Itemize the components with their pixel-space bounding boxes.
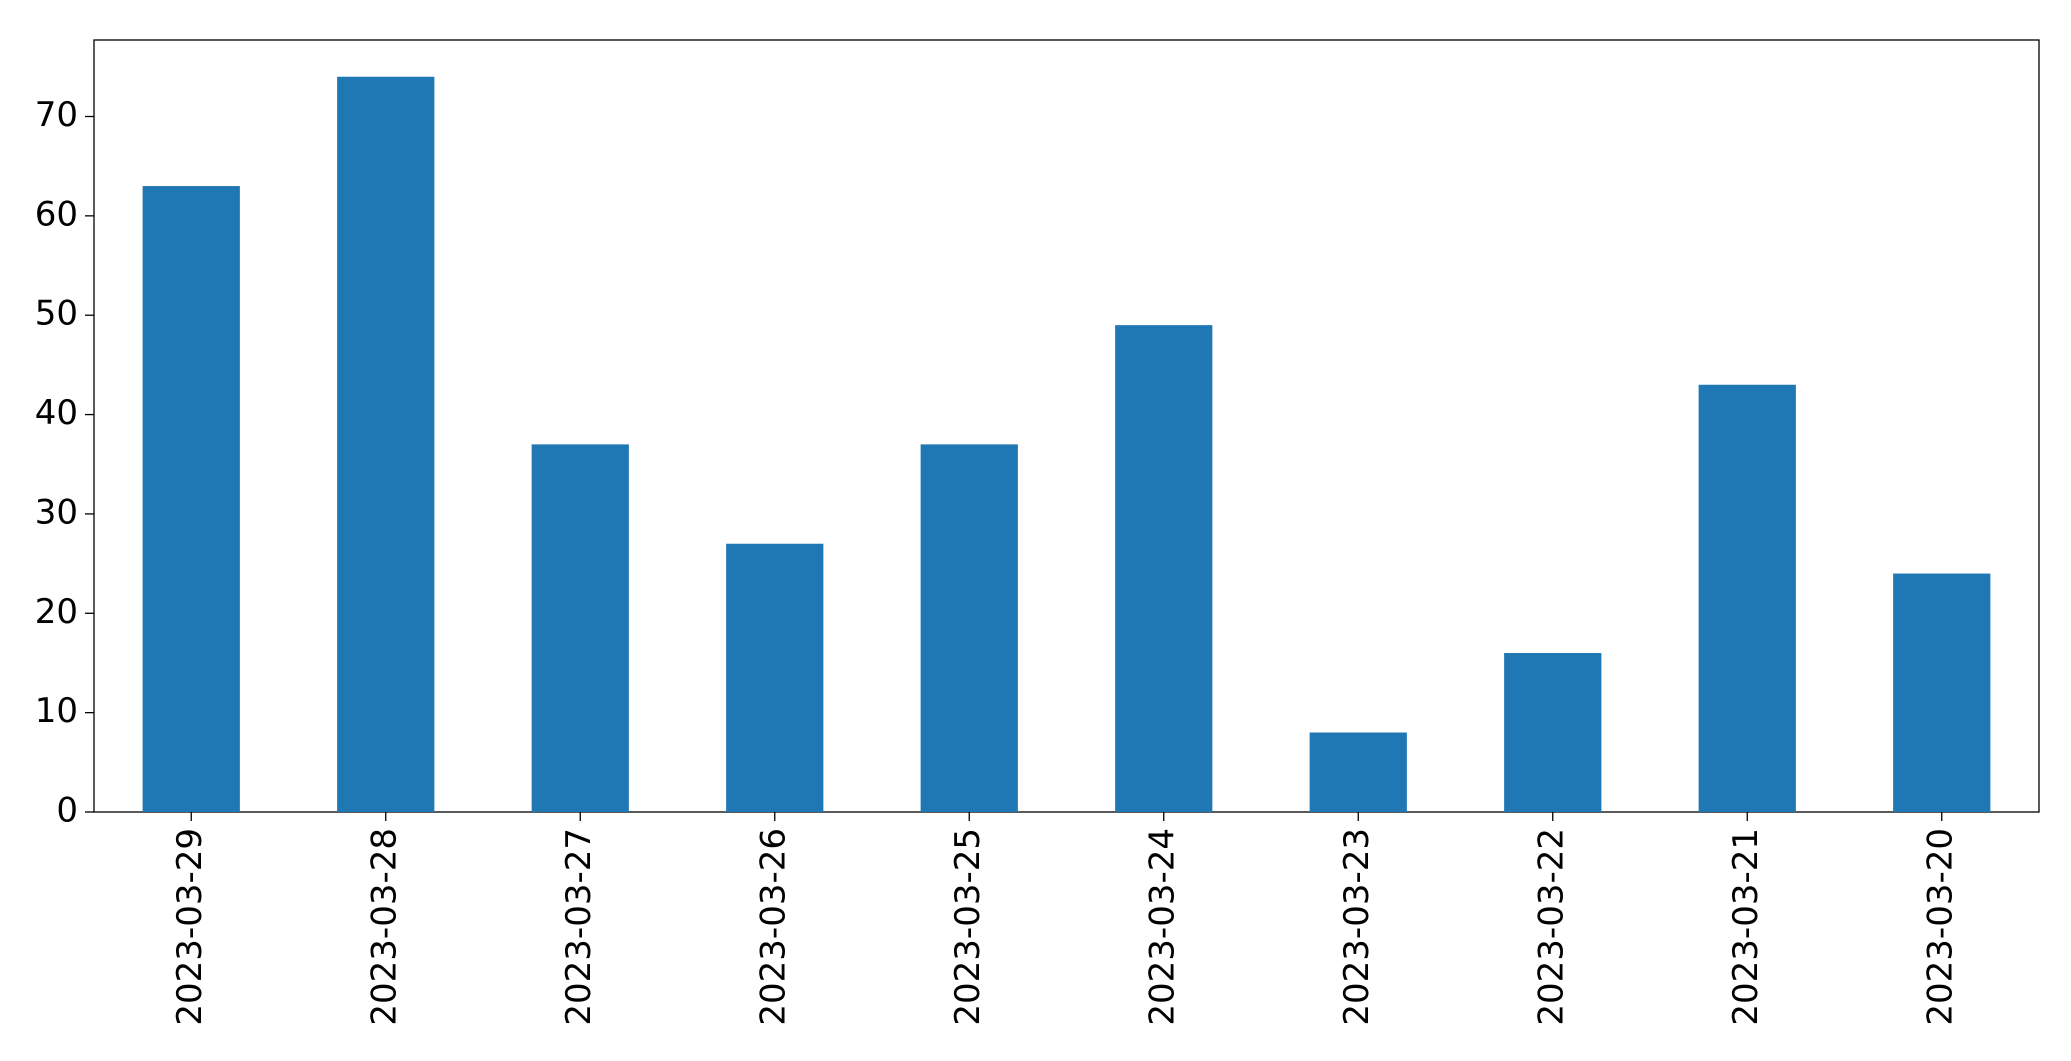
bar xyxy=(1698,384,1796,812)
bar xyxy=(726,543,824,812)
y-tick-label: 20 xyxy=(35,592,78,632)
x-tick-label: 2023-03-21 xyxy=(1726,828,1766,1026)
x-tick-label: 2023-03-27 xyxy=(559,828,599,1026)
y-tick-label: 0 xyxy=(56,791,78,831)
x-tick-label: 2023-03-22 xyxy=(1531,828,1571,1026)
bar xyxy=(1504,653,1602,812)
y-tick-label: 60 xyxy=(35,194,78,234)
y-tick-label: 30 xyxy=(35,492,78,532)
x-tick-label: 2023-03-20 xyxy=(1920,828,1960,1026)
x-tick-label: 2023-03-28 xyxy=(364,828,404,1026)
bar xyxy=(1893,573,1991,812)
x-tick-label: 2023-03-24 xyxy=(1142,828,1182,1026)
x-tick-label: 2023-03-26 xyxy=(753,828,793,1026)
bar xyxy=(337,76,435,812)
bar xyxy=(920,444,1018,812)
y-tick-label: 10 xyxy=(35,691,78,731)
bar xyxy=(142,186,240,812)
bar xyxy=(1115,325,1213,812)
plot-frame xyxy=(93,39,2040,813)
y-tick-label: 50 xyxy=(35,294,78,334)
x-tick-label: 2023-03-29 xyxy=(170,828,210,1026)
x-tick-label: 2023-03-25 xyxy=(948,828,988,1026)
x-tick-label: 2023-03-23 xyxy=(1337,828,1377,1026)
bar xyxy=(1309,732,1407,812)
bar xyxy=(531,444,629,812)
y-tick-label: 40 xyxy=(35,393,78,433)
y-tick-label: 70 xyxy=(35,95,78,135)
